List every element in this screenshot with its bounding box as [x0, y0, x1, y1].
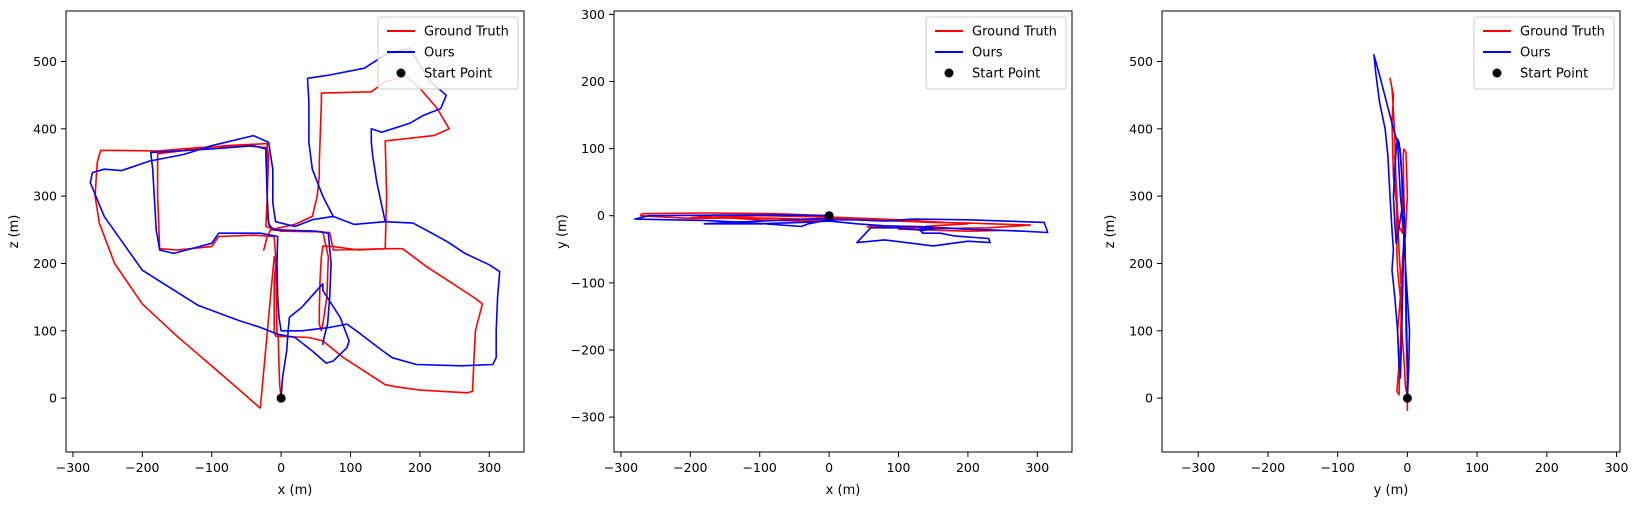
y-tick-label: 200: [581, 74, 605, 89]
legend: Ground Truth Ours Start Point: [1473, 16, 1615, 90]
x-tick-label: 100: [1465, 460, 1489, 475]
x-tick-label: −300: [56, 460, 90, 475]
series-line-ours: [89, 134, 501, 399]
x-tick-label: −100: [1320, 460, 1354, 475]
y-axis-label: z (m): [1103, 215, 1118, 249]
legend-label: Ground Truth: [972, 25, 1057, 40]
x-tick-label: −300: [1181, 460, 1215, 475]
x-tick-label: 0: [825, 460, 833, 475]
y-tick-label: 300: [1129, 189, 1153, 204]
x-tick-label: −200: [673, 460, 707, 475]
x-tick-label: −100: [743, 460, 777, 475]
y-tick-label: 0: [1145, 391, 1153, 406]
chart-panel-xy: −300 −200 −100 0 100 200 300 −300 −200 −100 0 100 20…: [555, 7, 1073, 498]
x-tick-label: 100: [339, 460, 363, 475]
axes-frame: [65, 10, 525, 453]
legend-label: Start Point: [1520, 67, 1588, 82]
legend-marker-start-point: [1492, 68, 1502, 78]
y-tick-label: 300: [33, 189, 57, 204]
legend-label: Ground Truth: [424, 25, 509, 40]
x-tick-label: 200: [408, 460, 432, 475]
x-tick-label: 300: [1025, 460, 1049, 475]
axes-frame: [613, 10, 1073, 453]
x-tick-label: 200: [1535, 460, 1559, 475]
start-point-marker: [824, 211, 834, 221]
series-line-ground-truth: [94, 75, 484, 409]
x-tick-label: −300: [604, 460, 638, 475]
y-tick-label: 500: [33, 54, 57, 69]
y-tick-label: 100: [581, 141, 605, 156]
y-tick-label: 0: [597, 208, 605, 223]
x-tick-label: 0: [277, 460, 285, 475]
plot-area: [634, 211, 1049, 247]
legend-label: Ground Truth: [1520, 25, 1605, 40]
y-tick-label: 100: [1129, 323, 1153, 338]
x-axis-label: x (m): [278, 483, 313, 498]
axes-frame: [1161, 10, 1621, 453]
y-axis-label: z (m): [7, 215, 22, 249]
legend-label: Ours: [972, 46, 1003, 61]
y-tick-label: −200: [571, 342, 605, 357]
x-tick-label: 300: [477, 460, 501, 475]
y-tick-label: −100: [571, 275, 605, 290]
x-tick-label: −200: [1251, 460, 1285, 475]
series-line-ground-truth: [1389, 77, 1409, 412]
series-line-ours: [1373, 54, 1411, 399]
y-tick-label: 200: [33, 256, 57, 271]
start-point-marker: [276, 393, 286, 403]
x-axis-label: x (m): [826, 483, 861, 498]
legend-label: Ours: [1520, 46, 1551, 61]
legend: Ground Truth Ours Start Point: [925, 16, 1067, 90]
plot-area: [1373, 54, 1412, 412]
y-tick-label: −300: [571, 410, 605, 425]
y-tick-label: 100: [33, 323, 57, 338]
x-tick-label: −200: [125, 460, 159, 475]
series-line-ours: [634, 214, 1049, 247]
y-tick-label: 200: [1129, 256, 1153, 271]
x-tick-label: 200: [956, 460, 980, 475]
x-tick-label: 0: [1403, 460, 1411, 475]
y-tick-label: 400: [33, 121, 57, 136]
legend: Ground Truth Ours Start Point: [377, 16, 519, 90]
legend-marker-start-point: [396, 68, 406, 78]
chart-panel-yz: −300 −200 −100 0 100 200 300 0 100 200 300 400 500 y …: [1103, 10, 1629, 498]
y-tick-label: 0: [49, 391, 57, 406]
y-tick-label: 300: [581, 7, 605, 22]
x-tick-label: 300: [1605, 460, 1629, 475]
y-tick-label: 400: [1129, 121, 1153, 136]
legend-label: Start Point: [972, 67, 1040, 82]
chart-panel-xz: −300 −200 −100 0 100 200 300 0 100 200 300 400 500 x …: [7, 10, 525, 498]
start-point-marker: [1402, 393, 1412, 403]
x-tick-label: 100: [887, 460, 911, 475]
legend-marker-start-point: [944, 68, 954, 78]
y-tick-label: 500: [1129, 54, 1153, 69]
series-line-ground-truth: [639, 212, 1032, 232]
y-axis-label: y (m): [555, 214, 570, 249]
x-axis-label: y (m): [1374, 483, 1409, 498]
legend-label: Ours: [424, 46, 455, 61]
x-tick-label: −100: [195, 460, 229, 475]
legend-label: Start Point: [424, 67, 492, 82]
